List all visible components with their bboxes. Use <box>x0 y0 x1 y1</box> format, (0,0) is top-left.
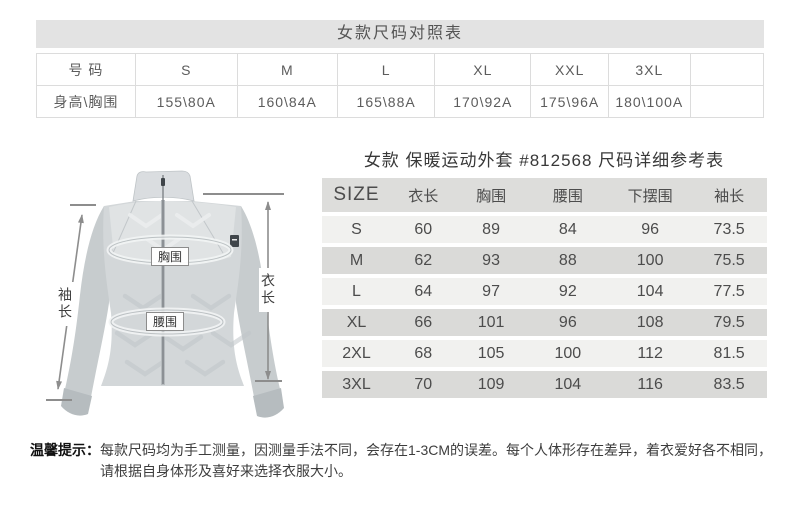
table-cell: 79.5 <box>713 313 745 331</box>
table-cell: 60 <box>414 220 433 238</box>
table-cell: 3XL <box>608 53 691 86</box>
table-cell: 112 <box>637 344 663 362</box>
size-label: 2XL <box>342 344 371 362</box>
size-label: L <box>352 282 361 300</box>
table-cell: 180\100A <box>608 85 691 118</box>
detail-header-row: SIZE 衣长 胸围 腰围 下摆围 袖长 <box>322 178 767 212</box>
column-header: 腰围 <box>552 187 583 205</box>
jacket-cuff-left <box>61 388 92 416</box>
table-cell: 83.5 <box>713 375 745 393</box>
table-cell <box>689 85 764 118</box>
sleeve-length-label: 袖长 <box>56 282 74 326</box>
table-cell: 66 <box>414 313 433 331</box>
column-header: 胸围 <box>476 187 507 205</box>
table-cell: XL <box>434 53 532 86</box>
table-cell: L <box>336 53 436 86</box>
size-detail-table: SIZE 衣长 胸围 腰围 下摆围 袖长 S 60 89 84 96 73.5 … <box>322 178 767 398</box>
chest-measure-label: 胸围 <box>151 247 189 266</box>
table-cell: 84 <box>558 220 577 238</box>
table-cell: 101 <box>477 313 505 331</box>
table-row: M 62 93 88 100 75.5 <box>322 247 767 274</box>
jacket-cuff-right <box>253 388 284 418</box>
detail-table-title: 女款 保暖运动外套 #812568 尺码详细参考表 <box>363 151 725 170</box>
sleeve-logo <box>230 235 239 247</box>
tips-line-1: 每款尺码均为手工测量，因测量手法不同，会存在1-3CM的误差。每个人体形存在差异… <box>100 442 773 458</box>
comparison-table-grid: 号 码 S M L XL XXL 3XL 身高\胸围 155\80A 160\8… <box>36 53 764 118</box>
table-cell: S <box>134 53 238 86</box>
size-label: S <box>351 220 362 238</box>
table-cell: 100 <box>554 344 582 362</box>
table-row: XL 66 101 96 108 79.5 <box>322 309 767 336</box>
table-row: 3XL 70 109 104 116 83.5 <box>322 371 767 398</box>
table-cell: 62 <box>414 251 433 269</box>
sleeve-logo-mark <box>232 239 237 241</box>
size-label: M <box>349 251 364 269</box>
column-header: SIZE <box>333 184 380 205</box>
table-cell: 155\80A <box>134 85 238 118</box>
table-cell: 160\84A <box>236 85 338 118</box>
table-cell: 75.5 <box>713 251 745 269</box>
size-label: 3XL <box>342 375 371 393</box>
table-cell: 97 <box>482 282 500 300</box>
table-cell: 68 <box>414 344 433 362</box>
tips-text: 每款尺码均为手工测量，因测量手法不同，会存在1-3CM的误差。每个人体形存在差异… <box>100 440 772 482</box>
table-cell: 89 <box>482 220 500 238</box>
column-header: 衣长 <box>408 187 439 205</box>
table-cell: 108 <box>636 313 664 331</box>
table-cell: 92 <box>558 282 577 300</box>
table-cell: 64 <box>414 282 433 300</box>
table-cell: 93 <box>482 251 500 269</box>
table-row: 身高\胸围 155\80A 160\84A 165\88A 170\92A 17… <box>36 85 764 118</box>
table-cell: 88 <box>558 251 577 269</box>
column-header: 袖长 <box>714 187 745 205</box>
table-cell <box>689 53 764 86</box>
zipper-pull <box>161 178 165 186</box>
tips-label: 温馨提示： <box>30 442 100 458</box>
column-header: 下摆围 <box>627 187 673 205</box>
tips-line-2: 请根据自身体形及喜好来选择衣服大小。 <box>100 463 352 479</box>
table-cell: 116 <box>637 375 663 393</box>
table-cell: 100 <box>636 251 664 269</box>
size-label: XL <box>346 313 367 331</box>
table-cell: XXL <box>530 53 610 86</box>
row-header: 身高\胸围 <box>36 85 136 118</box>
table-cell: 96 <box>641 220 660 238</box>
table-cell: 105 <box>477 344 505 362</box>
table-row: L 64 97 92 104 77.5 <box>322 278 767 305</box>
table-cell: 165\88A <box>336 85 436 118</box>
waist-ring <box>108 307 226 337</box>
table-row: 2XL 68 105 100 112 81.5 <box>322 340 767 367</box>
comparison-table-title: 女款尺码对照表 <box>36 20 764 48</box>
table-cell: 96 <box>558 313 577 331</box>
table-cell: M <box>236 53 338 86</box>
waist-measure-label: 腰围 <box>146 312 184 331</box>
table-cell: 73.5 <box>713 220 745 238</box>
tips-block: 温馨提示： 每款尺码均为手工测量，因测量手法不同，会存在1-3CM的误差。每个人… <box>30 440 775 482</box>
table-cell: 170\92A <box>434 85 532 118</box>
table-cell: 104 <box>636 282 664 300</box>
table-row: S 60 89 84 96 73.5 <box>322 216 767 243</box>
table-row: 号 码 S M L XL XXL 3XL <box>36 53 764 86</box>
table-cell: 109 <box>477 375 505 393</box>
row-header: 号 码 <box>36 53 136 86</box>
table-cell: 70 <box>414 375 433 393</box>
jacket-figure <box>46 170 284 418</box>
garment-length-label: 衣长 <box>259 268 277 312</box>
table-cell: 77.5 <box>713 282 745 300</box>
size-comparison-table: 女款尺码对照表 号 码 S M L XL XXL 3XL 身高\胸围 155\8… <box>36 20 764 118</box>
table-cell: 104 <box>554 375 582 393</box>
table-cell: 81.5 <box>713 344 745 362</box>
table-cell: 175\96A <box>530 85 610 118</box>
